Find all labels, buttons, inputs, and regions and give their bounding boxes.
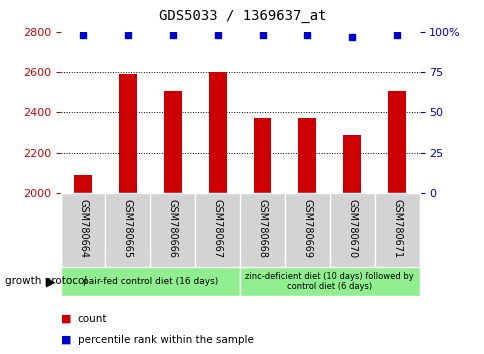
Bar: [298, 119, 316, 193]
Text: GSM780665: GSM780665: [122, 199, 133, 258]
Text: growth protocol: growth protocol: [5, 276, 87, 286]
Text: GSM780664: GSM780664: [78, 199, 88, 258]
Text: count: count: [77, 314, 107, 324]
Bar: [60, 267, 240, 296]
Text: zinc-deficient diet (10 days) followed by
control diet (6 days): zinc-deficient diet (10 days) followed b…: [245, 272, 413, 291]
Text: pair-fed control diet (16 days): pair-fed control diet (16 days): [83, 277, 217, 286]
Bar: [387, 91, 405, 193]
Text: GSM780671: GSM780671: [391, 199, 401, 258]
Text: GSM780667: GSM780667: [212, 199, 222, 258]
Text: ■: ■: [60, 335, 71, 345]
Text: GSM780668: GSM780668: [257, 199, 267, 258]
Bar: [253, 119, 271, 193]
Text: GSM780670: GSM780670: [347, 199, 357, 258]
Bar: [74, 175, 92, 193]
Text: ▶: ▶: [46, 275, 56, 288]
Bar: [119, 74, 136, 193]
Text: percentile rank within the sample: percentile rank within the sample: [77, 335, 253, 345]
Bar: [208, 72, 226, 193]
Text: GDS5033 / 1369637_at: GDS5033 / 1369637_at: [158, 9, 326, 23]
Text: ■: ■: [60, 314, 71, 324]
Text: GSM780669: GSM780669: [302, 199, 312, 258]
Bar: [240, 267, 419, 296]
Bar: [343, 135, 361, 193]
Text: GSM780666: GSM780666: [167, 199, 178, 258]
Bar: [164, 91, 182, 193]
